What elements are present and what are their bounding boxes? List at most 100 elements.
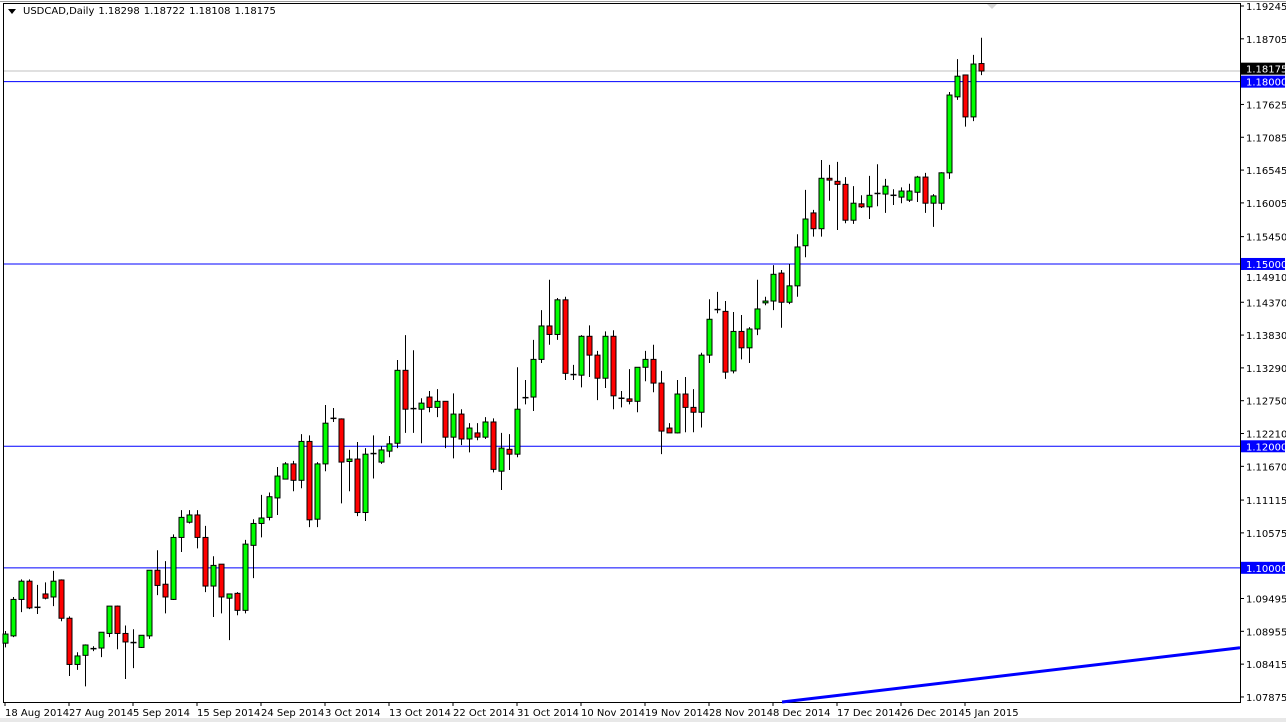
level-price-label: 1.18000	[1246, 78, 1286, 89]
candle-body	[722, 310, 729, 373]
y-tick-label: 1.17625	[1246, 100, 1286, 111]
candle-body	[786, 285, 793, 303]
bear-candle	[458, 409, 465, 446]
bear-candle	[922, 172, 929, 213]
x-tick-label: 26 Dec 2014	[901, 708, 965, 719]
bull-candle	[434, 389, 441, 418]
candle-body	[546, 325, 553, 335]
ohlc-values: 1.18298 1.18722 1.18108 1.18175	[98, 6, 279, 17]
close-value: 1.18175	[234, 6, 276, 17]
candle-body	[10, 598, 17, 637]
bull-candle	[818, 160, 825, 237]
bull-candle	[970, 54, 977, 122]
bull-candle	[266, 492, 273, 521]
bull-candle	[498, 432, 505, 491]
bull-candle	[378, 446, 385, 464]
x-tick-label: 28 Nov 2014	[709, 708, 773, 719]
bull-candle	[330, 407, 337, 422]
candle-body	[474, 432, 481, 438]
bull-candle	[642, 350, 649, 382]
y-tick-label: 1.11115	[1246, 496, 1286, 507]
open-value: 1.18298	[98, 6, 140, 17]
candle-body	[898, 190, 905, 198]
candle-body	[586, 335, 593, 356]
y-tick-label: 1.08415	[1246, 660, 1286, 671]
level-price-label: 1.15000	[1246, 260, 1286, 271]
bear-candle	[546, 279, 553, 345]
candle-body	[18, 580, 25, 600]
candle-body	[282, 463, 289, 480]
bear-candle	[290, 460, 297, 492]
candle-body	[162, 583, 169, 598]
candle-body	[66, 617, 73, 665]
candle-body	[106, 605, 113, 634]
bear-candle	[202, 525, 209, 593]
candle-body	[754, 308, 761, 330]
candle-body	[114, 605, 121, 634]
candle-body	[50, 580, 57, 598]
candle-body	[234, 592, 241, 611]
y-tick-label: 1.15450	[1246, 233, 1286, 244]
candle-body	[58, 579, 65, 619]
bull-candle	[146, 569, 153, 639]
bull-candle	[98, 631, 105, 658]
bull-candle	[450, 393, 457, 459]
chart-shift-marker-icon[interactable]	[987, 4, 997, 9]
x-tick-label: 24 Sep 2014	[261, 708, 324, 719]
bull-candle	[2, 631, 9, 648]
candle-body	[938, 172, 945, 204]
candle-body	[226, 593, 233, 599]
bear-candle	[194, 510, 201, 549]
candle-body	[202, 536, 209, 587]
candle-body	[146, 569, 153, 637]
bull-candle	[746, 327, 753, 364]
bear-candle	[114, 605, 121, 650]
candle-body	[82, 644, 89, 656]
bear-candle	[610, 330, 617, 410]
bull-candle	[90, 646, 97, 652]
candle-body	[866, 194, 873, 208]
candle-body	[682, 393, 689, 408]
bear-candle	[162, 561, 169, 614]
candle-body	[402, 369, 409, 410]
bull-candle	[954, 59, 961, 100]
low-value: 1.18108	[189, 6, 231, 17]
candle-body	[290, 463, 297, 481]
level-price-label: 1.12000	[1246, 442, 1286, 453]
bull-candle	[82, 644, 89, 687]
bull-candle	[514, 367, 521, 458]
candles	[2, 37, 985, 687]
candle-body	[954, 75, 961, 98]
x-tick-label: 31 Oct 2014	[517, 708, 579, 719]
x-tick-label: 27 Aug 2014	[69, 708, 133, 719]
y-tick-label: 1.12210	[1246, 429, 1286, 440]
candle-body	[602, 335, 609, 379]
bear-candle	[234, 592, 241, 616]
candle-body	[850, 202, 857, 221]
candle-body	[506, 448, 513, 455]
candle-body	[746, 328, 753, 349]
x-tick-label: 17 Dec 2014	[837, 708, 901, 719]
bear-candle	[810, 209, 817, 237]
y-tick-label: 1.16005	[1246, 199, 1286, 210]
bull-candle	[482, 417, 489, 439]
bear-candle	[826, 164, 833, 201]
candle-body	[610, 335, 617, 397]
bear-candle	[490, 418, 497, 473]
bull-candle	[394, 359, 401, 449]
bear-candle	[978, 37, 985, 76]
x-tick-label: 8 Dec 2014	[773, 708, 831, 719]
bear-candle	[594, 350, 601, 401]
candle-body	[122, 632, 129, 643]
bull-candle	[530, 339, 537, 412]
bull-candle	[882, 178, 889, 213]
bear-candle	[354, 442, 361, 517]
candle-body	[666, 427, 673, 434]
x-tick-label: 22 Oct 2014	[453, 708, 515, 719]
bull-candle	[866, 175, 873, 219]
candle-body	[818, 177, 825, 230]
dropdown-triangle-icon[interactable]	[8, 9, 16, 14]
bull-candle	[346, 449, 353, 492]
bear-candle	[66, 616, 73, 676]
